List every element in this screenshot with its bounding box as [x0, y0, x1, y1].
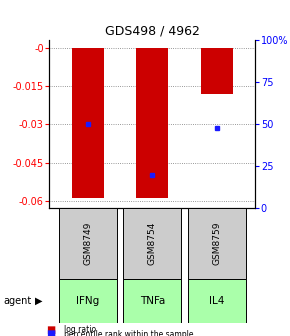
Text: IFNg: IFNg	[76, 296, 99, 306]
Bar	[72, 48, 104, 198]
Text: IL4: IL4	[209, 296, 224, 306]
Text: agent: agent	[3, 296, 31, 306]
Bar	[188, 279, 246, 323]
Text: percentile rank within the sample: percentile rank within the sample	[64, 330, 193, 336]
Text: ■: ■	[46, 325, 56, 335]
Text: ■: ■	[46, 329, 56, 336]
Bar	[188, 208, 246, 279]
Text: GSM8754: GSM8754	[148, 222, 157, 265]
Text: TNFa: TNFa	[139, 296, 165, 306]
Bar	[59, 208, 117, 279]
Bar	[200, 48, 233, 94]
Text: GSM8759: GSM8759	[212, 222, 221, 265]
Bar	[59, 279, 117, 323]
Title: GDS498 / 4962: GDS498 / 4962	[105, 25, 200, 38]
Bar	[123, 279, 181, 323]
Text: log ratio: log ratio	[64, 326, 96, 334]
Bar	[123, 208, 181, 279]
Bar	[136, 48, 168, 198]
Text: ▶: ▶	[35, 296, 42, 306]
Text: GSM8749: GSM8749	[84, 222, 93, 265]
